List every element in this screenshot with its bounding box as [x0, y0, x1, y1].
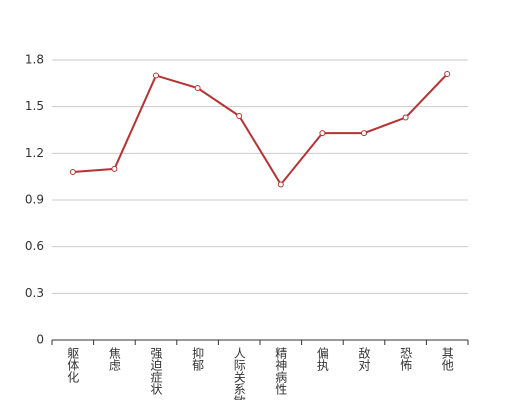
series-line	[72, 73, 448, 187]
data-point	[361, 130, 367, 137]
x-tick-label: 精神病性	[274, 347, 288, 396]
x-tick-label: 抑郁	[191, 346, 205, 372]
x-tick-label: 躯体化	[66, 346, 80, 384]
data-point	[319, 130, 326, 137]
y-tick-label: 0.3	[25, 286, 44, 300]
data-point	[444, 71, 451, 77]
y-tick-label: 0.6	[25, 239, 44, 253]
x-tick-label: 恐怖	[399, 347, 413, 371]
x-tick-label: 焦虑	[107, 347, 121, 371]
x-tick-label: 敌对	[357, 346, 371, 371]
x-tick-label: 其他	[440, 347, 454, 371]
data-point	[402, 114, 409, 121]
y-tick-label: 1.5	[25, 99, 44, 113]
data-point	[69, 169, 76, 175]
y-tick-label: 0.9	[25, 193, 44, 207]
y-tick-label: 1.8	[25, 53, 44, 67]
data-point	[153, 72, 159, 79]
data-point	[236, 113, 243, 119]
x-tick-label: 偏执	[315, 346, 329, 372]
y-tick-label: 0	[36, 333, 44, 347]
y-tick-label: 1.2	[25, 146, 44, 160]
x-tick-label: 人际关系敏感	[232, 347, 246, 400]
data-point	[194, 85, 201, 91]
data-point	[111, 165, 118, 172]
data-point	[277, 181, 284, 188]
x-tick-label: 强迫症状	[149, 347, 163, 395]
